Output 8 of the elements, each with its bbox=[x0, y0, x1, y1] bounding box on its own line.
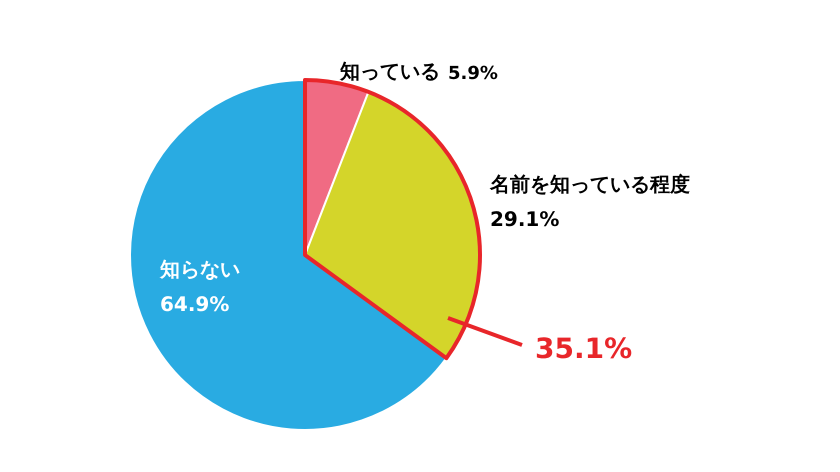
data-label: 5.9% bbox=[448, 63, 498, 84]
slice-label: 知らない bbox=[159, 257, 240, 281]
data-label: 64.9% bbox=[160, 292, 230, 316]
slice-label: 名前を知っている程度 bbox=[489, 172, 690, 196]
text: 35.1% bbox=[535, 332, 632, 365]
slice-label: 知っている bbox=[339, 59, 440, 83]
data-label: 29.1% bbox=[490, 207, 560, 231]
pie-slice bbox=[129, 79, 448, 431]
